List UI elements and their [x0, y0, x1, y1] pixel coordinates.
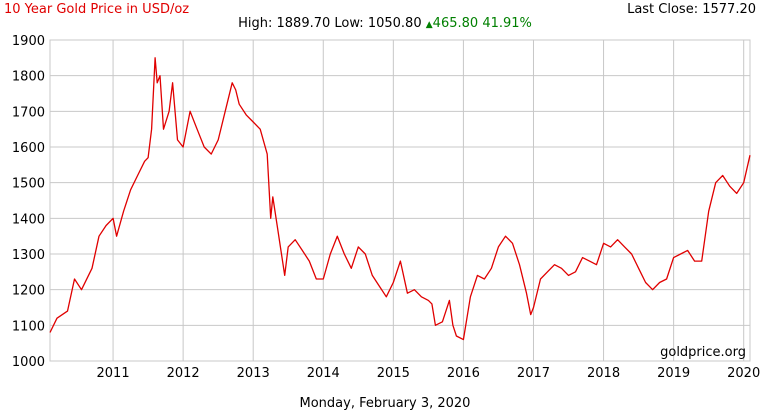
high-label: High: — [238, 16, 273, 31]
gold-price-line — [49, 57, 751, 341]
watermark: goldprice.org — [660, 345, 746, 360]
low-label: Low: — [334, 16, 364, 31]
up-arrow-icon: ▲ — [425, 20, 433, 30]
x-tick-label: 2015 — [377, 366, 410, 381]
high-value: 1889.70 — [276, 16, 331, 31]
change-percent: 41.91% — [482, 16, 532, 31]
chart-title: 10 Year Gold Price in USD/oz — [4, 2, 190, 17]
x-tick-label: 2013 — [237, 366, 270, 381]
price-stats: High: 1889.70 Low: 1050.80 ▲465.80 41.91… — [0, 16, 770, 31]
change-value: 465.80 — [432, 16, 479, 31]
plot-frame — [49, 39, 751, 362]
last-close-value: 1577.20 — [702, 2, 756, 17]
y-tick-label: 1900 — [12, 34, 45, 49]
x-tick-label: 2016 — [447, 366, 480, 381]
x-tick-label: 2020 — [727, 366, 760, 381]
x-tick-label: 2018 — [587, 366, 620, 381]
y-tick-label: 1800 — [12, 70, 45, 85]
y-tick-label: 1700 — [12, 105, 45, 120]
x-tick-label: 2012 — [167, 366, 200, 381]
low-value: 1050.80 — [367, 16, 422, 31]
y-tick-label: 1000 — [12, 355, 45, 370]
x-tick-label: 2019 — [657, 366, 690, 381]
last-close-label: Last Close: — [627, 2, 699, 17]
x-tick-label: 2014 — [307, 366, 340, 381]
x-tick-label: 2017 — [517, 366, 550, 381]
y-tick-label: 1100 — [12, 319, 45, 334]
y-tick-label: 1400 — [12, 212, 45, 227]
y-tick-label: 1200 — [12, 284, 45, 299]
footer-date: Monday, February 3, 2020 — [299, 396, 471, 411]
last-close: Last Close: 1577.20 — [627, 2, 756, 17]
y-tick-label: 1600 — [12, 141, 45, 156]
y-tick-label: 1300 — [12, 248, 45, 263]
y-tick-label: 1500 — [12, 177, 45, 192]
x-tick-label: 2011 — [97, 366, 130, 381]
